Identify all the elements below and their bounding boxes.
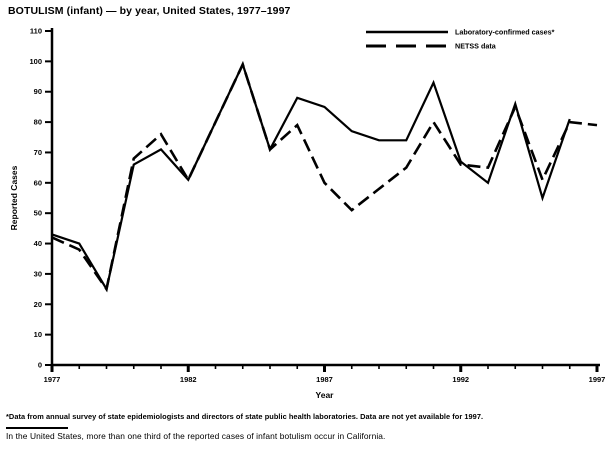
y-axis-tick-label: 10 [34, 330, 42, 339]
y-axis-tick-label: 20 [34, 300, 42, 309]
footnote-data-source: *Data from annual survey of state epidem… [6, 412, 484, 421]
y-axis-tick-label: 100 [29, 57, 42, 66]
y-axis-tick-label: 50 [34, 209, 42, 218]
x-axis-tick-label: 1977 [44, 375, 61, 384]
legend-label: NETSS data [455, 42, 497, 51]
x-axis-tick-label: 1997 [589, 375, 606, 384]
footnote-divider [6, 427, 68, 429]
series-line-netss [51, 60, 598, 293]
x-axis-tick-label: 1987 [316, 375, 333, 384]
y-axis-tick-label: 60 [34, 178, 42, 187]
legend-label: Laboratory-confirmed cases* [455, 28, 555, 37]
y-axis-tick-label: 80 [34, 118, 42, 127]
footnote-california: In the United States, more than one thir… [6, 431, 386, 441]
series-line-lab-confirmed [51, 61, 571, 293]
y-axis-tick-label: 110 [30, 27, 42, 36]
y-axis-tick-label: 0 [38, 361, 42, 370]
y-axis-tick-label: 40 [34, 239, 42, 248]
y-axis-tick-label: 30 [34, 269, 42, 278]
y-axis-tick-label: 70 [34, 148, 42, 157]
x-axis-title: Year [316, 390, 335, 400]
chart-title: BOTULISM (infant) — by year, United Stat… [8, 5, 291, 17]
y-axis-title: Reported Cases [9, 165, 19, 230]
x-axis-tick-label: 1982 [180, 375, 197, 384]
x-axis-tick-label: 1992 [452, 375, 469, 384]
y-axis-tick-label: 90 [34, 87, 42, 96]
